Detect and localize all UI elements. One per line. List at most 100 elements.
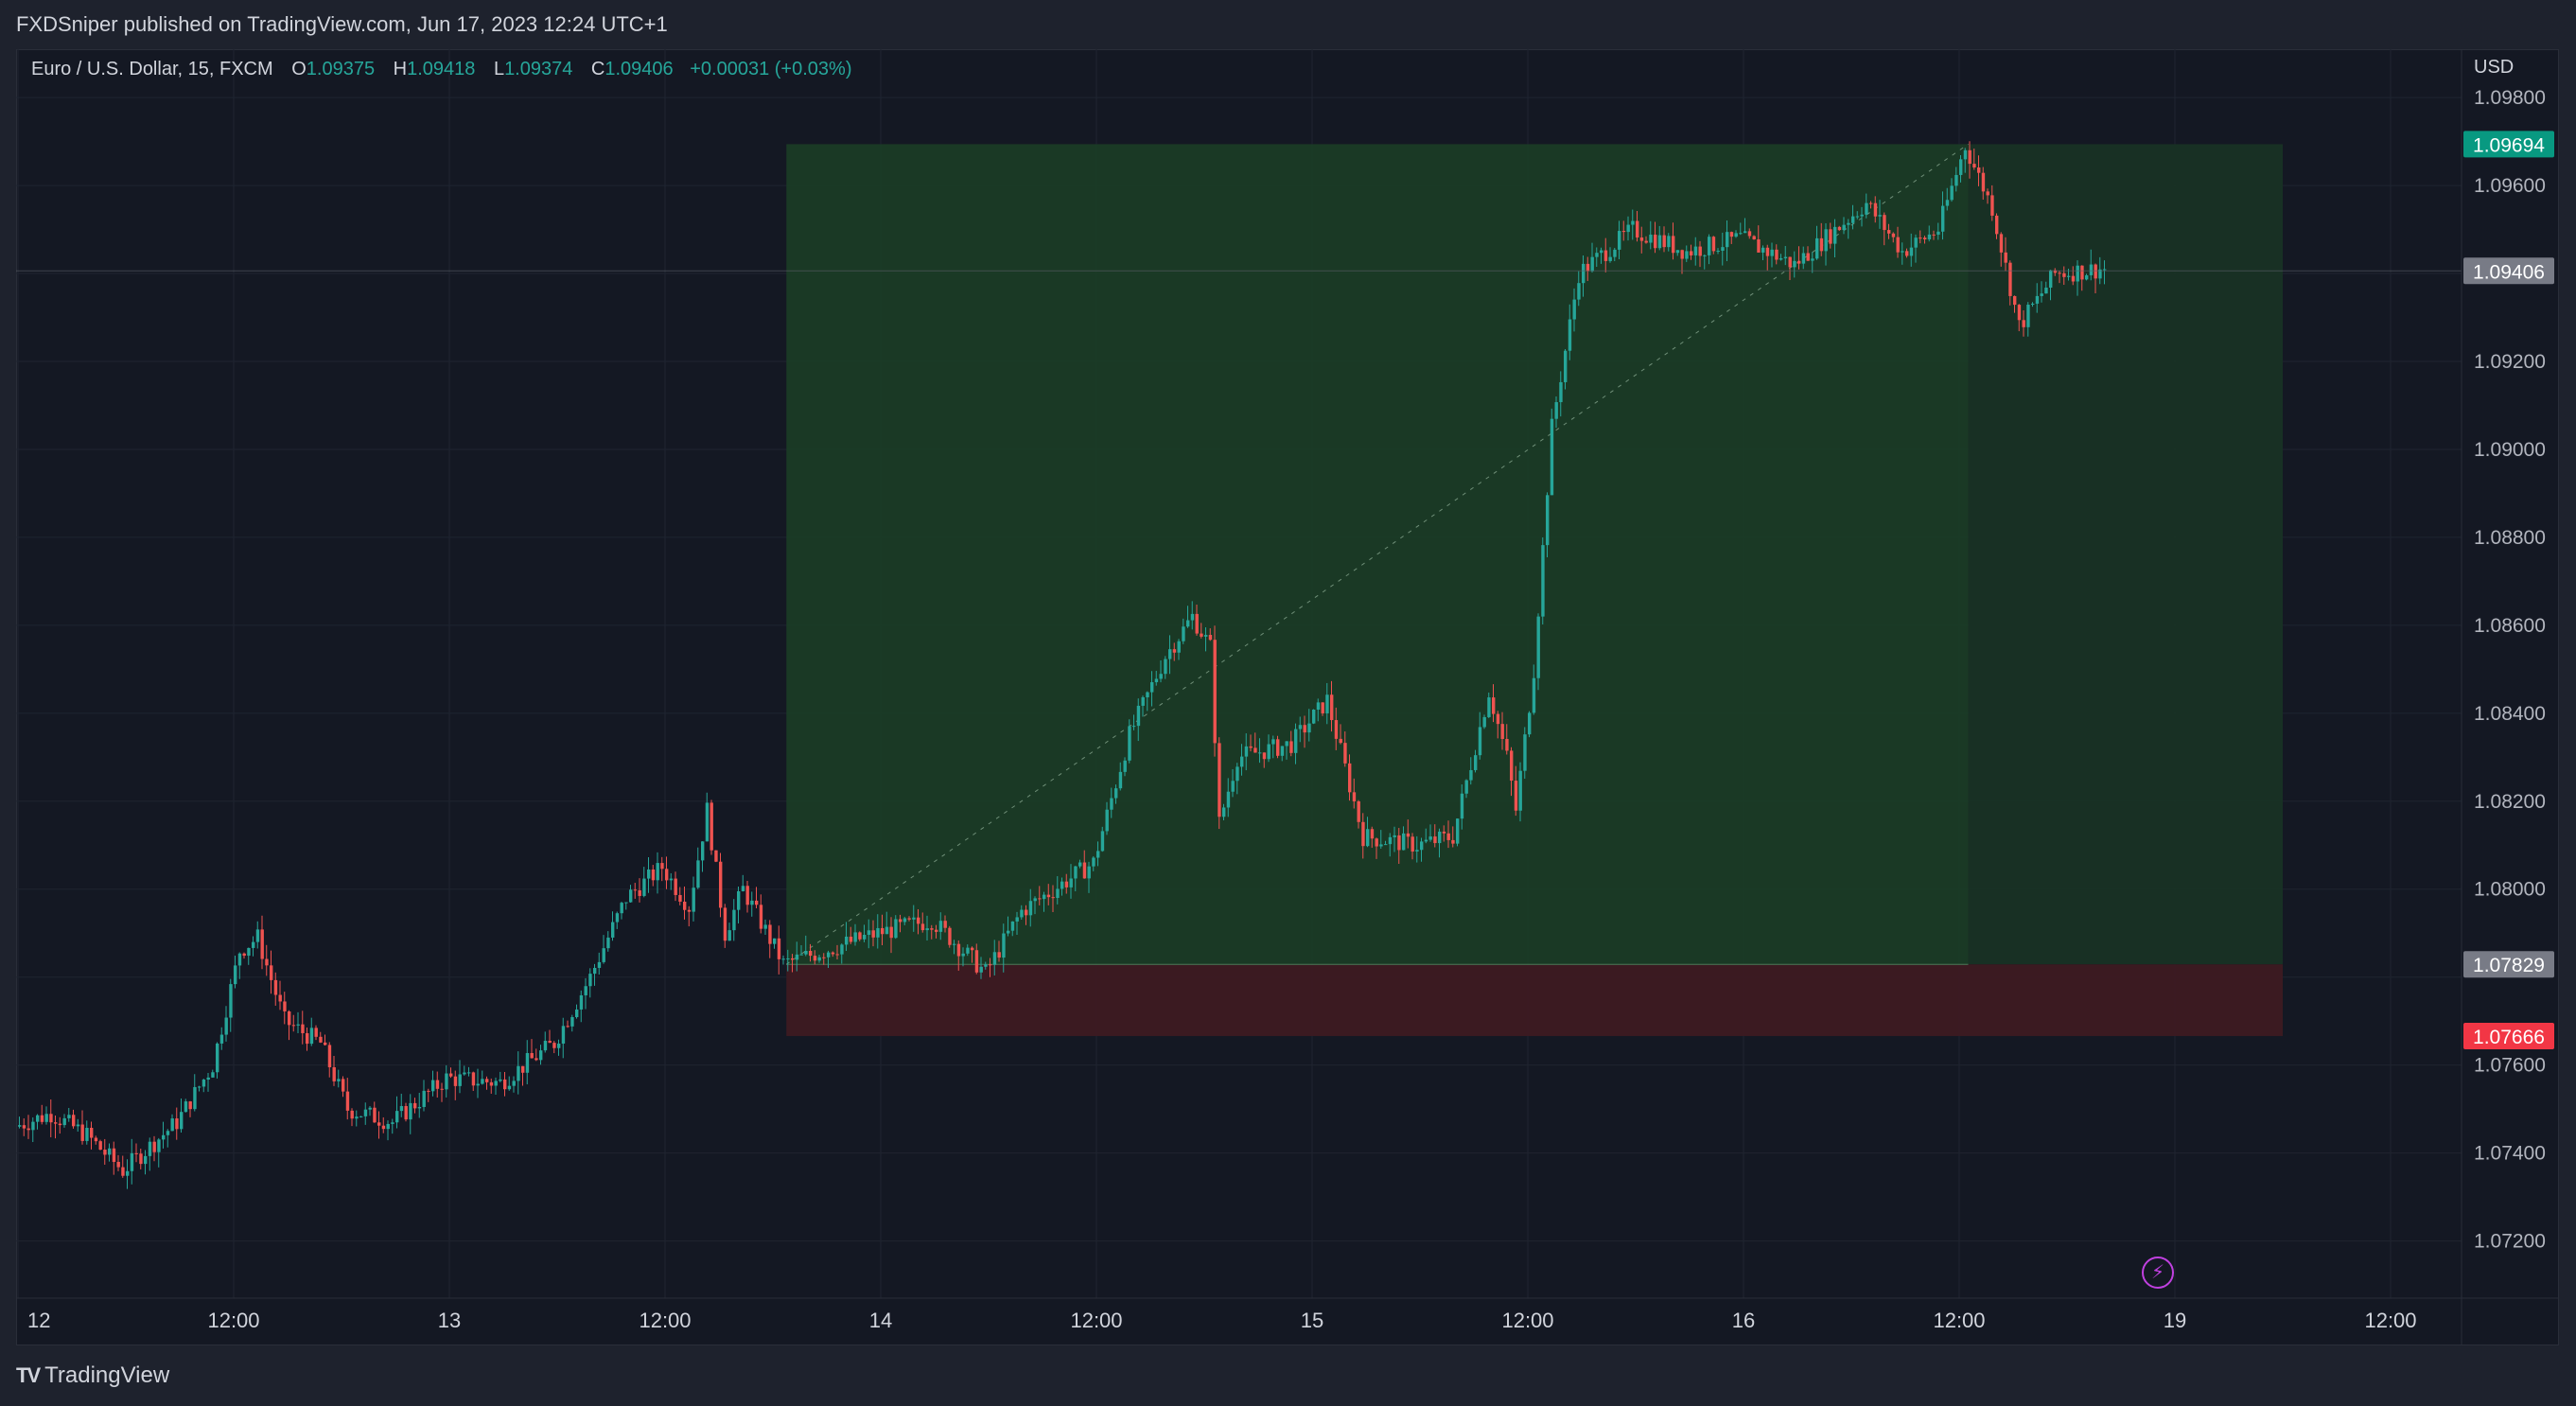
- candle-body: [431, 1080, 435, 1092]
- candle-body: [1204, 635, 1208, 637]
- candle-body: [835, 954, 839, 956]
- candle-body: [1901, 251, 1904, 253]
- candle-body: [1636, 220, 1639, 237]
- candle-body: [2013, 295, 2017, 306]
- candle-body: [2062, 272, 2066, 277]
- candle-body: [1469, 769, 1473, 781]
- candle-body: [1690, 251, 1693, 255]
- candle-body: [1357, 800, 1360, 822]
- lightning-icon[interactable]: ⚡: [2142, 1257, 2174, 1289]
- tradingview-logo-icon: TV: [16, 1363, 41, 1387]
- candle-body: [1721, 247, 1725, 252]
- candle-body: [2026, 305, 2030, 327]
- candle-body: [49, 1114, 53, 1123]
- candle-body: [1761, 247, 1765, 253]
- candle-body: [1038, 898, 1042, 900]
- candle-body: [741, 886, 745, 891]
- candle-body: [2085, 274, 2089, 280]
- candle-body: [647, 869, 651, 879]
- candle-body: [1747, 231, 1752, 237]
- candle-body: [2031, 303, 2035, 306]
- candle-body: [1051, 897, 1055, 899]
- time-tick-label: 12:00: [207, 1309, 259, 1332]
- candle-body: [1600, 250, 1603, 254]
- candle-body: [494, 1081, 498, 1086]
- candle-body: [386, 1123, 390, 1130]
- candle-body: [1595, 253, 1599, 257]
- candle-body: [1613, 249, 1617, 257]
- candle-body: [1546, 495, 1550, 546]
- candle-body: [759, 905, 763, 929]
- candle-body: [876, 927, 880, 938]
- candle-body: [1136, 705, 1141, 727]
- candle-body: [2022, 320, 2025, 327]
- candle-body: [1941, 205, 1945, 232]
- candle-body: [94, 1137, 98, 1142]
- candle-body: [121, 1167, 125, 1176]
- candle-body: [1424, 839, 1428, 842]
- candle-body: [1644, 240, 1648, 243]
- price-tick-label: 1.08400: [2474, 703, 2546, 725]
- candle-body: [1626, 224, 1630, 233]
- candle-body: [521, 1065, 525, 1073]
- candle-body: [902, 918, 907, 923]
- candle-body: [1708, 237, 1711, 255]
- candle-body: [188, 1101, 192, 1110]
- candle-body: [1657, 235, 1662, 249]
- candle-body: [1060, 881, 1064, 889]
- candle-body: [992, 952, 997, 965]
- open-label: O: [291, 59, 307, 79]
- candle-body: [737, 890, 741, 910]
- candle-body: [1865, 202, 1868, 215]
- candle-body: [651, 869, 656, 881]
- candle-body: [211, 1072, 215, 1078]
- time-tick-label: 19: [2164, 1309, 2186, 1332]
- candle-body: [1487, 697, 1491, 717]
- candle-body: [920, 923, 925, 931]
- footer-brand[interactable]: TV TradingView: [16, 1360, 169, 1392]
- candle-body: [1779, 258, 1783, 260]
- candle-body: [1783, 256, 1788, 259]
- candle-body: [270, 965, 273, 980]
- candle-body: [1672, 236, 1675, 254]
- candle-body: [1572, 299, 1576, 320]
- candle-body: [1950, 185, 1954, 201]
- candle-body: [1213, 640, 1217, 744]
- candle-body: [1815, 237, 1819, 259]
- currency-label[interactable]: USD: [2474, 57, 2515, 78]
- candle-body: [144, 1155, 148, 1165]
- candle-body: [1366, 829, 1370, 847]
- candle-body: [773, 938, 777, 944]
- candle-body: [435, 1080, 440, 1089]
- candle-body: [1388, 836, 1393, 845]
- candle-body: [2049, 270, 2053, 289]
- candle-body: [1896, 237, 1900, 253]
- candle-body: [1258, 752, 1262, 754]
- candle-body: [1496, 713, 1500, 725]
- price-chart[interactable]: 1.09800 1.09600 1.09200 1.09000 1.08800 1.086…: [16, 49, 2559, 1345]
- candle-body: [1954, 174, 1958, 186]
- candle-body: [1726, 232, 1729, 248]
- candle-body: [1123, 760, 1127, 772]
- candle-body: [1577, 283, 1581, 300]
- candle-body: [1361, 821, 1365, 847]
- candle-body: [180, 1112, 184, 1130]
- candle-body: [1698, 246, 1702, 256]
- candle-body: [2058, 272, 2061, 274]
- candle-body: [278, 994, 282, 1002]
- candle-body: [1518, 770, 1522, 811]
- candle-body: [1837, 226, 1842, 231]
- candle-body: [656, 863, 659, 881]
- candle-body: [642, 878, 646, 896]
- candle-body: [1873, 202, 1878, 217]
- candle-body: [476, 1083, 480, 1086]
- candle-body: [1500, 724, 1504, 740]
- candle-body: [273, 979, 278, 995]
- price-tick-label: 1.08800: [2474, 527, 2546, 549]
- candle-body: [1186, 620, 1190, 627]
- candle-body: [1015, 917, 1019, 922]
- candle-body: [1788, 256, 1792, 268]
- candle-body: [2076, 265, 2079, 282]
- candle-body: [1618, 231, 1621, 250]
- candle-body: [1343, 743, 1347, 764]
